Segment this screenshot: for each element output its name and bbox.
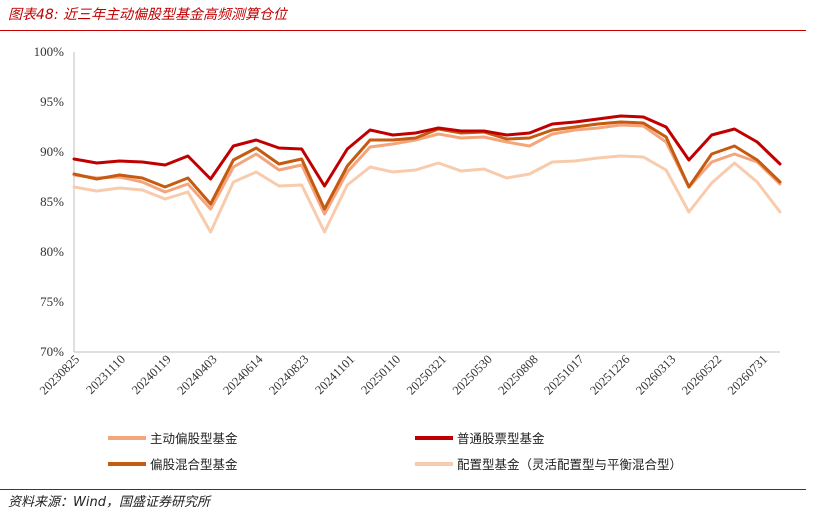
- legend-label: 偏股混合型基金: [150, 457, 238, 472]
- x-tick-label: 20231110: [83, 352, 128, 397]
- y-tick-label: 90%: [40, 144, 64, 159]
- y-tick-label: 95%: [40, 94, 64, 109]
- y-tick-label: 75%: [40, 294, 64, 309]
- y-tick-label: 100%: [34, 44, 65, 59]
- x-tick-label: 20260313: [633, 352, 678, 397]
- x-tick-label: 20250530: [450, 352, 495, 397]
- y-tick-label: 70%: [40, 344, 64, 359]
- y-tick-label: 80%: [40, 244, 64, 259]
- figure-title: 图表48: 近三年主动偏股型基金高频测算仓位: [8, 4, 287, 24]
- x-tick-label: 20230825: [37, 352, 82, 397]
- x-tick-label: 20251226: [587, 352, 632, 397]
- legend-label: 普通股票型基金: [457, 431, 545, 446]
- x-tick-label: 20240403: [174, 352, 219, 397]
- x-tick-label: 20250321: [404, 352, 449, 397]
- series-line: [72, 123, 782, 216]
- x-tick-label: 20240823: [266, 352, 311, 397]
- figure-title-text: 近三年主动偏股型基金高频测算仓位: [62, 7, 287, 23]
- x-tick-label: 20250808: [496, 352, 541, 397]
- figure-label: 图表48:: [8, 7, 59, 23]
- y-tick-label: 85%: [40, 194, 64, 209]
- series-line: [72, 120, 782, 211]
- title-rule: [0, 30, 806, 31]
- legend-label: 配置型基金（灵活配置型与平衡混合型）: [457, 457, 682, 472]
- x-tick-label: 20250110: [358, 352, 403, 397]
- x-tick-label: 20240614: [220, 352, 266, 398]
- source-note: 资料来源：Wind，国盛证券研究所: [8, 495, 210, 510]
- x-tick-label: 20260522: [679, 352, 724, 397]
- series-line: [72, 114, 782, 188]
- series-line: [72, 154, 782, 234]
- footer-rule: [0, 489, 806, 490]
- legend-label: 主动偏股型基金: [150, 431, 238, 446]
- x-tick-label: 20260731: [725, 352, 770, 397]
- x-tick-label: 20240119: [129, 352, 174, 397]
- x-tick-label: 20241101: [312, 352, 357, 397]
- x-tick-label: 20251017: [541, 352, 586, 397]
